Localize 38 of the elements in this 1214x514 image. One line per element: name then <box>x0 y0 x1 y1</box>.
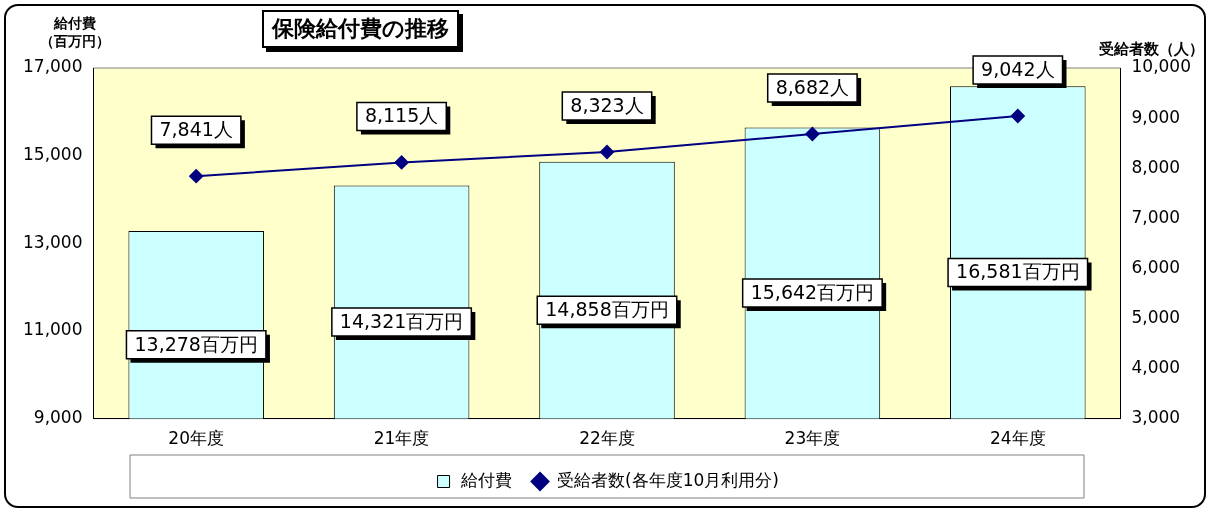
data-label: 13,278百万円 <box>134 332 258 355</box>
y-tick-label: 15,000 <box>23 144 83 165</box>
point <box>1010 108 1025 123</box>
x-tick-label: 23年度 <box>784 428 841 449</box>
legend-label: 給付費 <box>459 469 512 490</box>
x-tick-label: 20年度 <box>168 428 225 449</box>
y2-tick-label: 9,000 <box>1131 106 1181 127</box>
y-tick-label: 9,000 <box>33 407 83 428</box>
x-tick-label: 24年度 <box>989 428 1046 449</box>
y2-tick-label: 5,000 <box>1131 306 1181 327</box>
y-tick-label: 11,000 <box>23 319 83 340</box>
data-label: 8,115人 <box>364 104 439 127</box>
y-tick-label: 17,000 <box>23 56 83 77</box>
y2-tick-label: 8,000 <box>1131 156 1181 177</box>
legend-label: 受給者数(各年度10月利用分) <box>557 469 779 490</box>
y2-tick-label: 10,000 <box>1131 56 1191 77</box>
data-label: 15,642百万円 <box>750 280 875 303</box>
y2-tick-label: 7,000 <box>1131 206 1181 227</box>
point <box>600 144 614 159</box>
data-label: 7,841人 <box>159 118 233 141</box>
y-tick-label: 13,000 <box>23 231 83 252</box>
point <box>394 155 409 170</box>
point <box>805 127 820 142</box>
data-label: 16,581百万円 <box>956 260 1080 283</box>
point <box>189 169 204 184</box>
x-tick-label: 22年度 <box>579 428 635 449</box>
data-label: 14,321百万円 <box>339 309 464 332</box>
data-label: 8,682人 <box>775 75 850 98</box>
data-label: 8,323人 <box>570 93 644 116</box>
y2-tick-label: 4,000 <box>1131 356 1181 377</box>
y2-tick-label: 3,000 <box>1131 407 1181 428</box>
data-label: 9,042人 <box>981 57 1055 80</box>
chart-title: 保険給付費の推移 <box>262 10 459 48</box>
y2-tick-label: 6,000 <box>1131 256 1181 277</box>
y2-axis-title: 受給者数（人） <box>1099 40 1204 59</box>
data-label: 14,858百万円 <box>545 298 669 321</box>
y-axis-title: 給付費（百万円） <box>40 14 110 50</box>
x-tick-label: 21年度 <box>373 428 430 449</box>
